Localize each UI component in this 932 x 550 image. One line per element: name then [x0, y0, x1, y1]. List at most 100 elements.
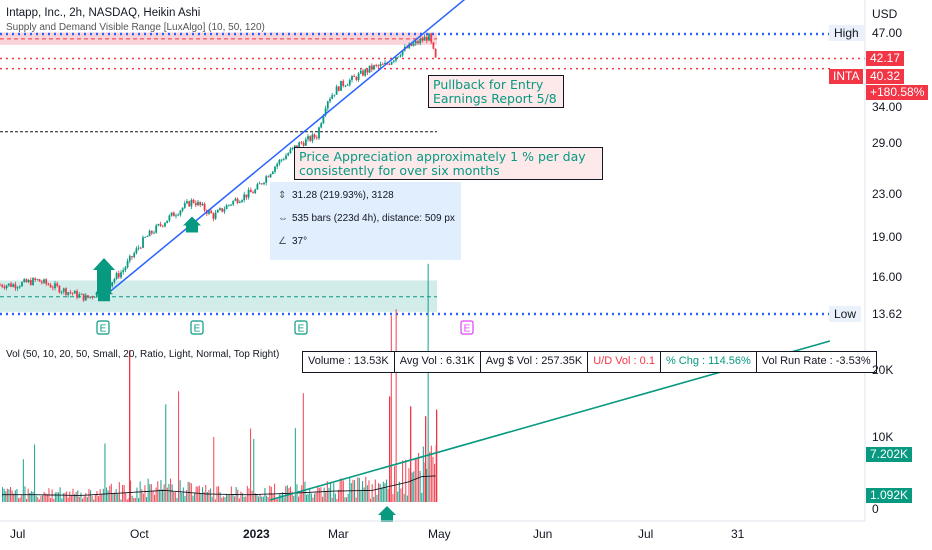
volume-bar [78, 496, 80, 502]
pullback-annotation[interactable]: Pullback for Entry Earnings Report 5/8 [428, 75, 564, 108]
volume-bar [202, 487, 204, 502]
volume-bar [374, 479, 376, 502]
volume-bar [243, 496, 245, 502]
volume-bar [144, 485, 146, 502]
volume-bar [142, 493, 144, 502]
volume-bar [430, 445, 432, 502]
volume-bar [184, 495, 186, 502]
volume-bar [339, 478, 341, 502]
candle-body [256, 184, 259, 190]
volume-bar [37, 497, 39, 502]
candle-body [144, 236, 147, 238]
volume-bar [61, 498, 63, 502]
volume-bar [333, 482, 335, 502]
candle-body [56, 283, 59, 286]
volume-bar [341, 478, 343, 502]
earnings-icon[interactable]: E [294, 320, 308, 335]
candle-body [131, 256, 133, 258]
volume-bar [122, 485, 124, 502]
volume-bar [85, 493, 87, 502]
earnings-icon[interactable]: E [190, 320, 204, 335]
volume-bar [229, 494, 231, 502]
candle-body [14, 284, 17, 289]
volume-bar [210, 488, 212, 502]
candle-body [280, 159, 283, 161]
volume-bar [398, 481, 400, 502]
volume-bar [136, 487, 138, 502]
volume-bar [358, 477, 360, 502]
price-tick-19: 19.00 [872, 230, 903, 244]
buy-arrow-icon [95, 285, 113, 302]
candle-body [67, 292, 70, 295]
volume-bar [222, 496, 224, 502]
candle-body [425, 36, 428, 41]
candle-body [179, 210, 182, 215]
volume-bar [171, 484, 173, 502]
volume-bar [203, 492, 205, 502]
earnings-marker-text: E [194, 324, 201, 335]
candle-body [430, 33, 433, 43]
measure-bars: 535 bars (223d 4h), distance: 509 px [292, 213, 455, 224]
candle-body [40, 281, 43, 283]
candle-body [95, 291, 98, 297]
candle-body [366, 69, 369, 73]
candle-body [60, 291, 63, 293]
volume-bar [371, 484, 373, 502]
volume-stat-0: Volume : 13.53K [303, 352, 395, 372]
volume-bar [365, 476, 367, 502]
volume-bar [59, 487, 61, 502]
candle-body [73, 290, 76, 294]
volume-bar [86, 497, 88, 502]
candle-body [5, 285, 8, 289]
candle-body [34, 278, 37, 281]
volume-bar [138, 498, 140, 502]
candle-body [302, 142, 305, 146]
volume-bar [424, 462, 426, 502]
volume-bar [42, 495, 44, 502]
volume-stat-5: Vol Run Rate : -3.53% [761, 355, 871, 367]
volume-bar [309, 489, 311, 502]
candle-body [344, 85, 347, 87]
volume-bar [163, 484, 165, 502]
volume-bar [70, 494, 72, 502]
time-label-jul-2023: Jul [638, 527, 654, 541]
earnings-upcoming-icon[interactable]: E [460, 320, 474, 335]
candle-body [1, 284, 4, 287]
volume-bar [134, 497, 136, 502]
volume-bar [275, 498, 277, 502]
candle-body [115, 273, 118, 279]
volume-bar [274, 483, 276, 502]
volume-bar [234, 496, 236, 502]
volume-stats-table: Volume : 13.53K Avg Vol : 6.31K Avg $ Vol … [302, 351, 877, 373]
appreciation-annotation[interactable]: Price Appreciation approximately 1 % per… [294, 147, 603, 180]
candle-body [296, 145, 298, 148]
candle-body [188, 201, 191, 207]
candle-body [434, 48, 437, 58]
volume-tick-10k: 10K [872, 430, 894, 444]
candle-body [62, 288, 65, 292]
volume-bar [314, 493, 316, 502]
candle-body [137, 247, 140, 249]
earnings-icon[interactable]: E [96, 320, 110, 335]
volume-bar [178, 391, 180, 502]
candle-body [36, 279, 39, 281]
time-label-31: 31 [731, 527, 745, 541]
volume-bar [120, 499, 122, 502]
candles-layer [0, 32, 437, 302]
price-range-icon: ⇕ [278, 190, 287, 201]
candle-body [203, 203, 206, 211]
candle-body [153, 232, 155, 234]
volume-bar [125, 492, 127, 502]
candle-body [135, 248, 138, 254]
volume-bar [141, 489, 143, 502]
candle-body [120, 272, 122, 278]
volume-bar [237, 489, 239, 502]
candle-body [84, 295, 87, 301]
volume-moving-average [2, 475, 436, 496]
candle-body [69, 292, 72, 294]
measure-bars-row: ⇔ 535 bars (223d 4h), distance: 509 px [278, 213, 455, 224]
candle-body [7, 283, 10, 286]
volume-bar [226, 493, 228, 502]
volume-bar [251, 490, 253, 502]
volume-bar [370, 498, 372, 502]
